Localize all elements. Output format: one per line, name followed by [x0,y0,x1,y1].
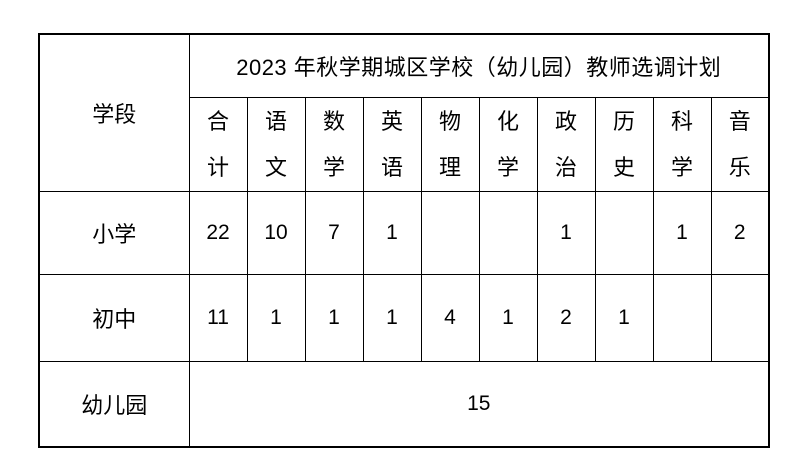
subject-header-english: 英语 [362,97,422,192]
table-title: 2023 年秋学期城区学校（幼儿园）教师选调计划 [188,33,770,98]
table-row-middle-school: 初中 11 1 1 1 4 1 2 1 [38,274,770,362]
cell-primary-science: 1 [652,191,712,275]
subject-header-chinese: 语文 [246,97,306,192]
subject-header-label: 合计 [206,108,229,180]
subject-header-politics: 政治 [536,97,596,192]
cell-primary-chinese: 10 [246,191,306,275]
cell-middle-politics: 2 [536,274,596,362]
subject-header-label: 科学 [670,108,693,180]
subject-header-label: 英语 [380,108,403,180]
stage-header-cell: 学段 [38,33,190,192]
cell-primary-history [594,191,654,275]
cell-middle-math: 1 [304,274,364,362]
title-row: 学段 2023 年秋学期城区学校（幼儿园）教师选调计划 [38,33,770,192]
cell-primary-music: 2 [710,191,770,275]
cell-middle-music [710,274,770,362]
cell-primary-physics [420,191,480,275]
subject-header-label: 物理 [438,108,461,180]
cell-middle-science [652,274,712,362]
teacher-selection-plan-table: 学段 2023 年秋学期城区学校（幼儿园）教师选调计划 合计 语文 数学 英语 … [38,33,770,448]
subject-header-label: 历史 [612,108,635,180]
cell-primary-chemistry [478,191,538,275]
cell-middle-chemistry: 1 [478,274,538,362]
subject-header-chemistry: 化学 [478,97,538,192]
row-label-middle: 初中 [38,274,190,362]
subject-header-math: 数学 [304,97,364,192]
subject-header-label: 语文 [264,108,287,180]
table-row-kindergarten: 幼儿园 15 [38,361,770,448]
subject-header-label: 政治 [554,108,577,180]
subject-header-science: 科学 [652,97,712,192]
subject-header-music: 音乐 [710,97,770,192]
subject-header-label: 音乐 [728,108,751,180]
cell-middle-total: 11 [188,274,248,362]
subject-header-history: 历史 [594,97,654,192]
cell-middle-physics: 4 [420,274,480,362]
cell-middle-history: 1 [594,274,654,362]
cell-primary-total: 22 [188,191,248,275]
cell-middle-chinese: 1 [246,274,306,362]
cell-primary-math: 7 [304,191,364,275]
cell-primary-english: 1 [362,191,422,275]
row-label-kindergarten: 幼儿园 [38,361,190,448]
row-label-primary: 小学 [38,191,190,275]
cell-kindergarten-merged: 15 [188,361,770,448]
subject-header-label: 化学 [496,108,519,180]
cell-primary-politics: 1 [536,191,596,275]
subject-header-total: 合计 [188,97,248,192]
table-row-primary-school: 小学 22 10 7 1 1 1 2 [38,191,770,275]
cell-middle-english: 1 [362,274,422,362]
subject-header-row: 合计 语文 数学 英语 物理 化学 政治 历史 科学 音乐 [39,97,770,192]
subject-header-label: 数学 [322,108,345,180]
subject-header-physics: 物理 [420,97,480,192]
